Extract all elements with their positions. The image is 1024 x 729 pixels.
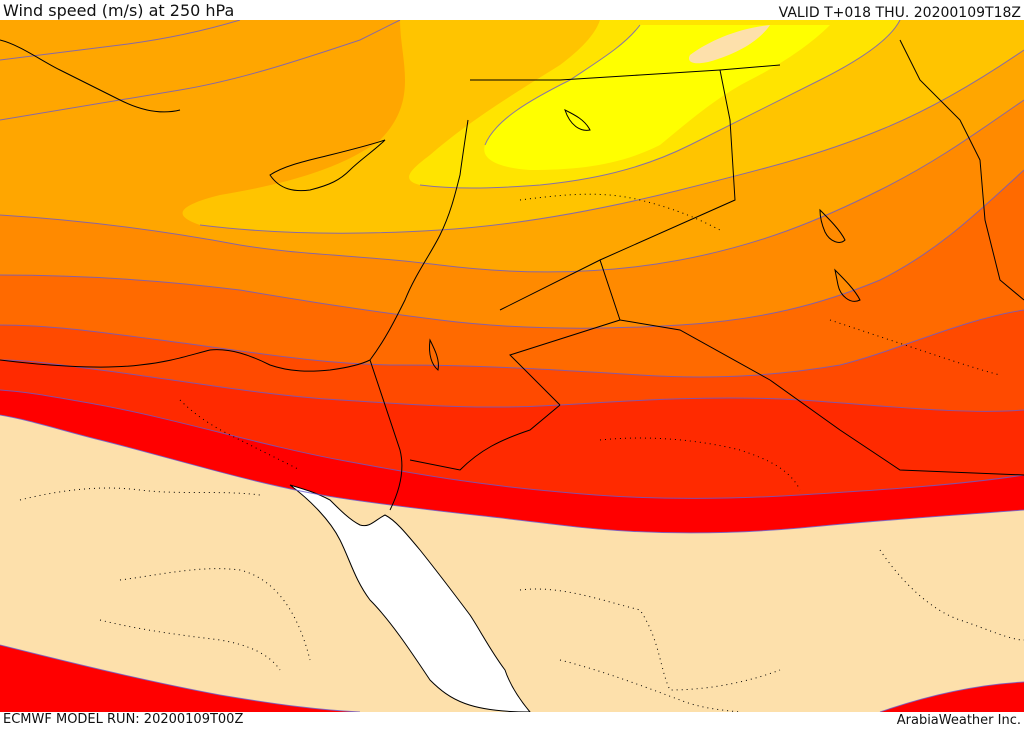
red-sea [289, 484, 531, 712]
country-borders [369, 39, 1024, 511]
map-title: Wind speed (m/s) at 250 hPa [3, 1, 235, 20]
wind-speed-map [0, 20, 1024, 712]
wind-band-1 [484, 25, 830, 170]
wind-band-southwest [0, 645, 360, 712]
isotach-contours [0, 20, 1024, 712]
model-run-label: ECMWF MODEL RUN: 20200109T00Z [3, 712, 244, 727]
calm-pocket-north [689, 25, 770, 64]
calm-region-south [0, 415, 1024, 712]
province-borders [19, 193, 1024, 712]
credit-label: ArabiaWeather Inc. [896, 713, 1021, 728]
valid-time: VALID T+018 THU. 20200109T18Z [778, 5, 1021, 21]
coastlines [0, 39, 861, 372]
map-canvas [0, 20, 1024, 712]
wind-band-southeast [880, 682, 1024, 712]
